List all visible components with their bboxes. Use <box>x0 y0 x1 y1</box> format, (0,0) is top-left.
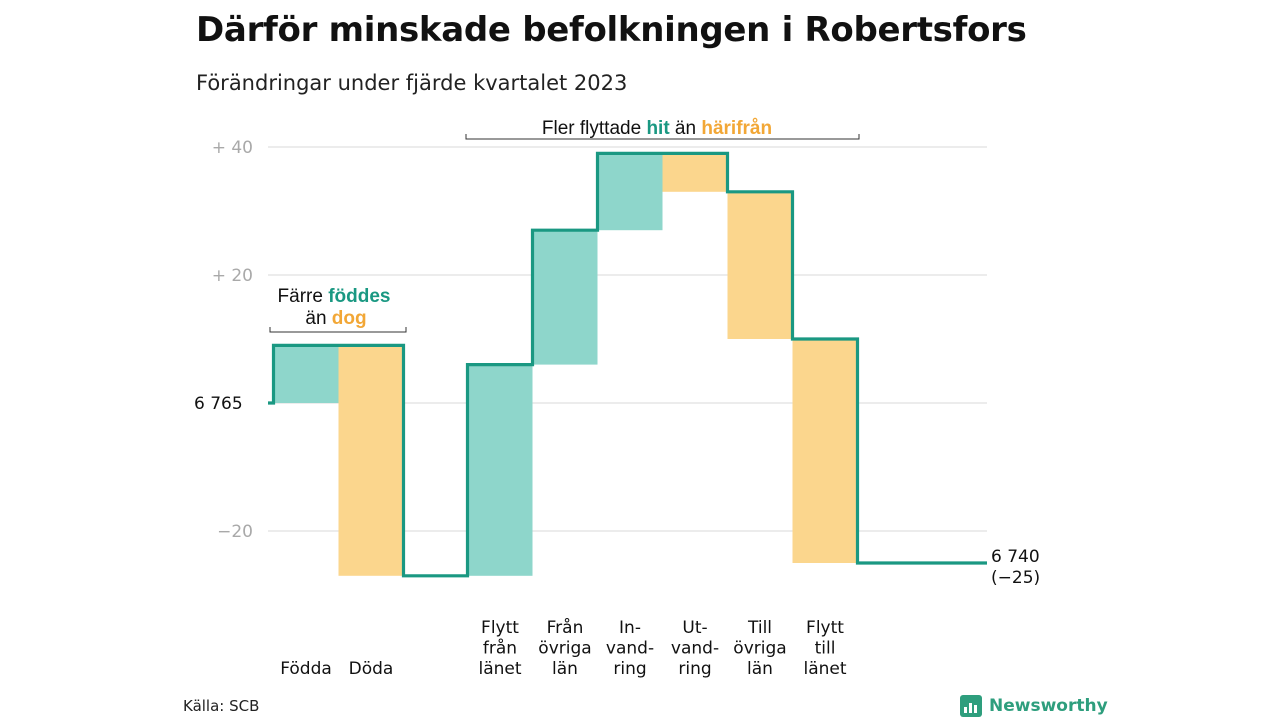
chart-subtitle: Förändringar under fjärde kvartalet 2023 <box>196 71 628 95</box>
bar-decrease <box>792 339 858 563</box>
cumulative-step-line <box>268 151 987 578</box>
annotation-bracket <box>465 134 860 140</box>
chart-title: Därför minskade befolkningen i Robertsfo… <box>196 10 1027 50</box>
end-change-label: (−25) <box>991 568 1040 588</box>
x-category-label: Döda <box>349 659 394 679</box>
y-tick-label: + 20 <box>212 266 253 286</box>
annotation-migration: Fler flyttade hit än härifrån <box>542 118 772 139</box>
bar-increase <box>467 364 533 576</box>
x-category-label: Födda <box>280 659 332 679</box>
bar-increase <box>273 345 339 403</box>
bar-increase <box>532 230 598 365</box>
x-category-label: In-vand-ring <box>606 618 654 679</box>
bar-decrease <box>662 153 728 192</box>
x-category-label: Flytt till länet <box>803 618 846 679</box>
annotation-births-deaths-line2: än dog <box>305 308 366 329</box>
source-note: Källa: SCB <box>183 697 260 715</box>
x-category-label: Till övriga län <box>733 618 786 679</box>
brand-logo: Newsworthy <box>960 692 1108 720</box>
waterfall-chart: + 40 + 20 −20 6 765 6 740(−25) Födda Döda Flytt… <box>194 118 1040 679</box>
annotation-births-deaths-line1: Färre föddes <box>278 286 391 307</box>
y-tick-label: −20 <box>217 522 253 542</box>
x-category-label: Flytt från länet <box>478 618 521 679</box>
bar-decrease <box>727 191 793 339</box>
bar-decrease <box>338 345 404 576</box>
x-category-label: Ut-vand-ring <box>671 618 719 679</box>
annotation-bracket <box>269 327 407 333</box>
end-value-label: 6 740 <box>991 547 1040 567</box>
y-tick-label: + 40 <box>212 138 253 158</box>
brand-name: Newsworthy <box>989 696 1108 716</box>
x-category-label: Från övriga län <box>538 617 591 679</box>
bar-increase <box>597 153 663 231</box>
bar-chart-icon <box>960 695 982 717</box>
start-value-label: 6 765 <box>194 394 243 414</box>
